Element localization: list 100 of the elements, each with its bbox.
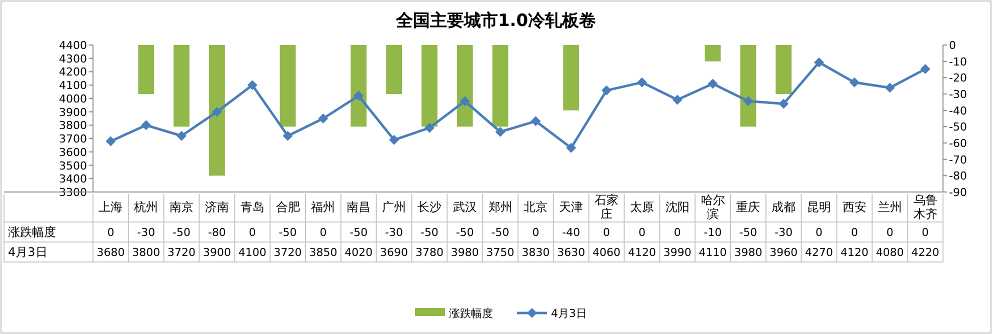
data-label: -10 — [704, 226, 722, 239]
y-tick-label: 3700 — [59, 132, 87, 146]
data-label: -80 — [208, 226, 226, 239]
data-label: -50 — [420, 226, 438, 239]
data-label: -30 — [137, 226, 156, 239]
y-tick-label: 3600 — [59, 146, 87, 159]
legend-label: 4月3日 — [551, 307, 587, 320]
category: 乌鲁木齐 — [913, 193, 938, 221]
category: 武汉 — [452, 200, 477, 214]
title: 全国主要城市1.0冷轧板卷 — [396, 11, 596, 31]
point — [282, 130, 293, 141]
point — [530, 116, 541, 126]
data-label: -50 — [739, 226, 758, 239]
data-label: -50 — [456, 226, 474, 239]
y2-tick-label: -30 — [949, 88, 967, 101]
y-tick-label: 4300 — [59, 52, 87, 66]
y-tick-label: 4400 — [59, 39, 87, 52]
category: 杭州 — [134, 200, 158, 214]
category: 太原 — [630, 200, 654, 214]
point — [318, 114, 328, 124]
point — [778, 98, 789, 109]
data-label: 4120 — [840, 246, 868, 259]
point — [141, 120, 152, 130]
data-label: 0 — [320, 226, 327, 239]
y2-tick-label: 0 — [949, 39, 956, 52]
point — [566, 142, 576, 153]
y2-tick-label: -50 — [949, 120, 967, 134]
category: 成都 — [772, 200, 796, 214]
data-label: 3720 — [168, 246, 196, 259]
row-header: 4月3日 — [8, 245, 48, 259]
category: 合肥 — [276, 200, 300, 214]
y-tick-label: 3800 — [59, 119, 87, 132]
data-label: 4100 — [238, 246, 266, 259]
data-label: 0 — [886, 226, 894, 239]
data-label: 0 — [922, 226, 929, 239]
data-label: 0 — [816, 226, 823, 239]
data-label: 3980 — [450, 246, 479, 259]
data-label: 4020 — [344, 246, 373, 259]
point — [849, 77, 860, 88]
category: 昆明 — [807, 200, 832, 214]
data-label: 3980 — [734, 246, 762, 259]
y-tick-label: 4000 — [59, 92, 87, 106]
category: 福州 — [311, 200, 336, 214]
data-label: 4110 — [698, 246, 727, 259]
data-label: 3800 — [132, 246, 160, 259]
data-label: 0 — [850, 226, 858, 239]
point — [920, 64, 930, 74]
data-label: -50 — [278, 226, 297, 239]
point — [212, 106, 222, 117]
y2-tick-label: -40 — [949, 104, 967, 118]
point — [672, 94, 682, 105]
data-label: -50 — [172, 226, 191, 239]
point — [460, 96, 470, 106]
y-tick-label: 3400 — [59, 172, 87, 186]
y2-tick-label: -70 — [949, 153, 967, 166]
category: 天津 — [559, 200, 584, 214]
data-label: -30 — [774, 226, 793, 239]
category: 广州 — [382, 200, 406, 214]
category: 长沙 — [417, 200, 442, 214]
category: 南昌 — [346, 200, 371, 214]
y2-tick-label: -20 — [949, 72, 967, 85]
y2-tick-label: -90 — [949, 186, 967, 199]
y-tick-label: 3900 — [59, 106, 87, 119]
data-label: 3720 — [274, 246, 302, 259]
y-tick-label: 3500 — [59, 159, 87, 172]
point — [495, 126, 506, 137]
y-tick-label: 4200 — [59, 66, 87, 79]
data-label: -50 — [491, 226, 510, 239]
data-label: 4270 — [805, 246, 834, 259]
data-label: 0 — [603, 226, 610, 239]
data-label: 0 — [638, 226, 646, 239]
data-label: 3900 — [202, 246, 231, 259]
legend-label: 涨跌幅度 — [449, 307, 493, 320]
category: 青岛 — [240, 200, 264, 214]
point — [389, 134, 400, 145]
category: 兰州 — [878, 200, 902, 214]
data-label: 4220 — [911, 246, 940, 259]
data-label: 3830 — [522, 246, 550, 259]
point — [354, 90, 364, 101]
data-label: 0 — [107, 226, 114, 239]
category: 哈尔滨 — [700, 193, 725, 221]
point — [743, 96, 754, 106]
category: 济南 — [204, 200, 229, 214]
point — [247, 80, 258, 90]
row-header: 涨跌幅度 — [8, 225, 56, 239]
data-label: 3630 — [557, 246, 586, 259]
category: 重庆 — [736, 200, 760, 214]
category: 北京 — [524, 200, 548, 214]
category: 郑州 — [488, 200, 512, 214]
y2-tick-label: -10 — [949, 55, 967, 68]
point — [814, 57, 824, 68]
data-label: 3990 — [663, 246, 692, 259]
data-label: -40 — [562, 226, 580, 239]
point — [884, 82, 895, 93]
point — [708, 78, 718, 89]
data-label: 3680 — [96, 246, 125, 259]
data-label: -30 — [385, 226, 404, 239]
data-label: 3780 — [415, 246, 444, 259]
point — [106, 136, 116, 146]
data-label: 3690 — [380, 246, 408, 259]
